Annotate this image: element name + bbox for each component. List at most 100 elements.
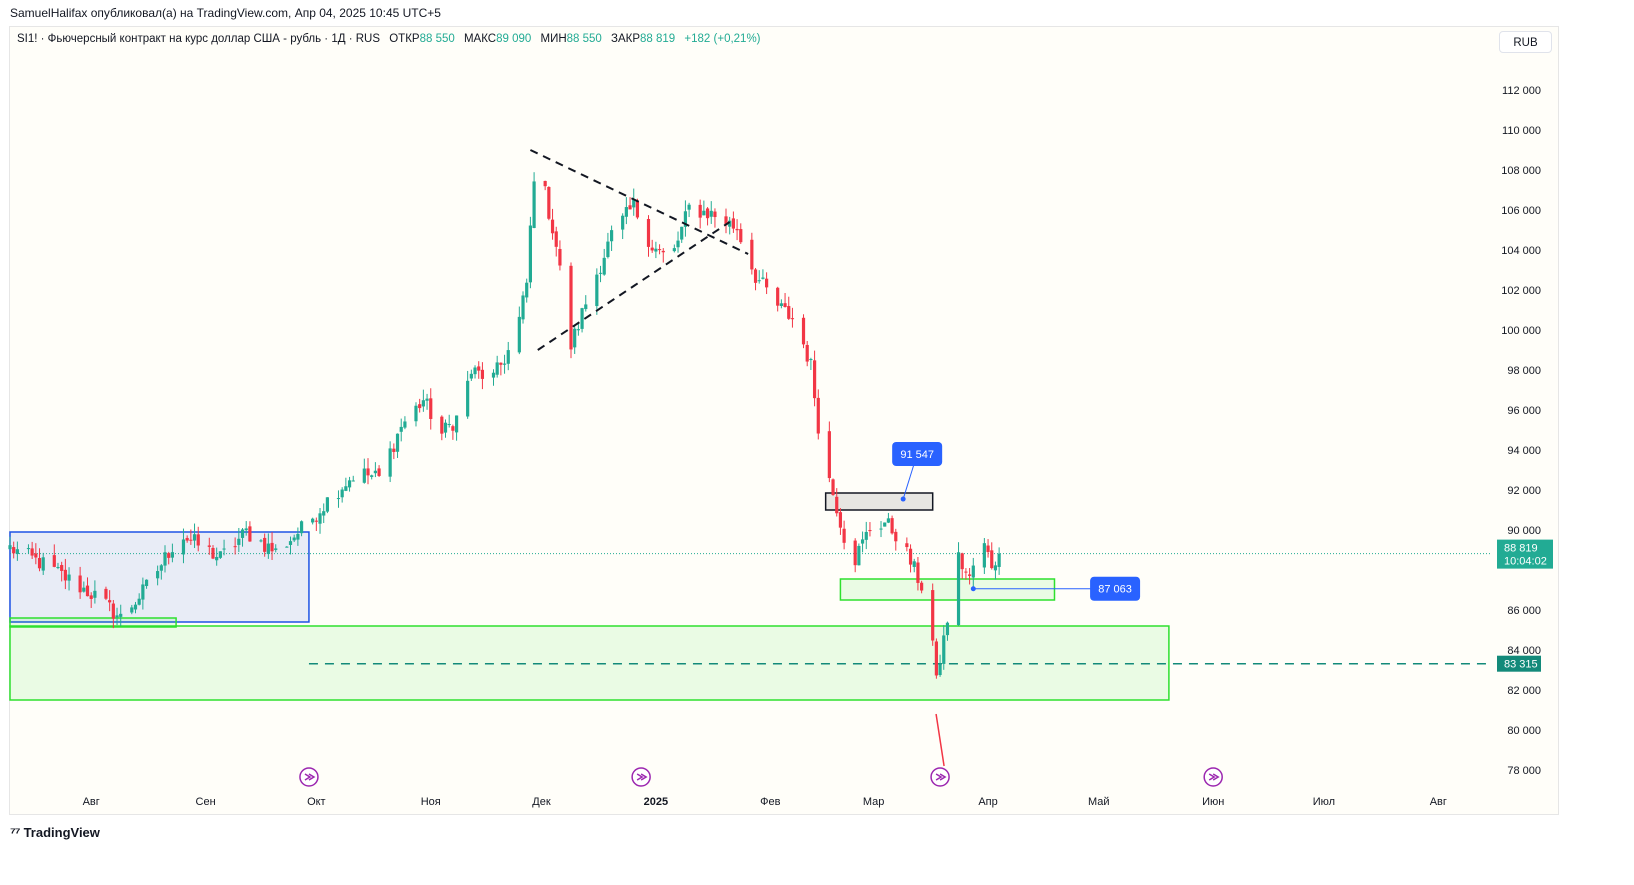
candle-body[interactable] — [218, 551, 222, 558]
candle-body[interactable] — [192, 534, 197, 541]
candle-body[interactable] — [473, 367, 477, 375]
candle-body[interactable] — [945, 622, 950, 636]
candle-body[interactable] — [816, 397, 820, 434]
candle-body[interactable] — [831, 479, 835, 495]
candle-body[interactable] — [395, 433, 400, 452]
candle-body[interactable] — [15, 549, 19, 554]
candle-body[interactable] — [809, 359, 813, 361]
candle-body[interactable] — [429, 398, 433, 419]
candle-body[interactable] — [170, 552, 174, 558]
candle-body[interactable] — [244, 528, 248, 531]
candle-body[interactable] — [418, 404, 422, 409]
candle-body[interactable] — [351, 480, 355, 482]
candle-body[interactable] — [628, 205, 632, 210]
candle-body[interactable] — [835, 496, 839, 514]
candle-body[interactable] — [373, 470, 377, 474]
candle-body[interactable] — [144, 579, 149, 587]
candle-body[interactable] — [443, 422, 448, 433]
candle-body[interactable] — [89, 595, 93, 599]
candle-body[interactable] — [292, 537, 296, 541]
candle-body[interactable] — [960, 553, 964, 570]
candle-body[interactable] — [466, 380, 470, 417]
candle-body[interactable] — [30, 548, 34, 556]
candle-body[interactable] — [336, 498, 341, 500]
candle-body[interactable] — [108, 600, 112, 603]
candle-body[interactable] — [207, 545, 211, 547]
candle-body[interactable] — [602, 257, 606, 275]
candle-body[interactable] — [868, 530, 872, 532]
candle-body[interactable] — [709, 210, 713, 217]
candle-body[interactable] — [750, 239, 754, 270]
candle-body[interactable] — [558, 248, 562, 266]
candle-body[interactable] — [739, 229, 743, 243]
candle-body[interactable] — [506, 350, 510, 364]
zone-box-black[interactable] — [824, 492, 934, 511]
candle-body[interactable] — [632, 199, 636, 208]
candle-body[interactable] — [85, 585, 90, 597]
candle-body[interactable] — [521, 295, 525, 320]
candle-body[interactable] — [576, 329, 580, 331]
candle-body[interactable] — [934, 641, 938, 676]
candle-body[interactable] — [731, 218, 735, 229]
candle-body[interactable] — [765, 278, 769, 288]
candle-body[interactable] — [683, 211, 688, 227]
candle-body[interactable] — [532, 181, 536, 228]
candle-body[interactable] — [920, 582, 924, 591]
candle-body[interactable] — [141, 584, 145, 600]
candle-body[interactable] — [624, 207, 628, 217]
candle-body[interactable] — [528, 225, 532, 283]
candle-body[interactable] — [912, 561, 916, 567]
candle-body[interactable] — [322, 511, 326, 516]
candle-body[interactable] — [860, 539, 865, 544]
candle-body[interactable] — [248, 526, 252, 542]
candle-body[interactable] — [982, 543, 986, 568]
candle-body[interactable] — [196, 534, 200, 546]
candle-body[interactable] — [211, 547, 215, 559]
candle-body[interactable] — [370, 475, 374, 477]
candle-body[interactable] — [93, 590, 97, 598]
candle-body[interactable] — [8, 545, 12, 550]
trend-line[interactable] — [529, 149, 749, 255]
candle-body[interactable] — [392, 448, 396, 452]
candle-body[interactable] — [757, 280, 761, 282]
candle-body[interactable] — [78, 575, 82, 593]
candle-body[interactable] — [661, 250, 665, 253]
candle-body[interactable] — [167, 553, 171, 558]
level-price-badge[interactable] — [1497, 655, 1541, 672]
candle-body[interactable] — [621, 215, 625, 230]
candle-body[interactable] — [761, 277, 765, 279]
candle-body[interactable] — [440, 416, 444, 434]
symbol-description[interactable]: SI1! · Фьючерсный контракт на курс долла… — [17, 33, 381, 45]
candle-body[interactable] — [993, 565, 998, 571]
candle-body[interactable] — [362, 468, 366, 483]
candle-body[interactable] — [680, 226, 684, 240]
candle-body[interactable] — [185, 537, 189, 541]
candle-body[interactable] — [942, 635, 946, 664]
tradingview-logo[interactable]: ⁷⁷ TradingView — [10, 824, 100, 840]
candle-body[interactable] — [753, 269, 758, 283]
candle-body[interactable] — [259, 540, 263, 542]
candle-body[interactable] — [82, 587, 86, 592]
candle-body[interactable] — [595, 274, 599, 307]
candle-body[interactable] — [240, 529, 245, 538]
candle-body[interactable] — [26, 548, 31, 550]
candle-body[interactable] — [713, 211, 717, 218]
callout-badge[interactable] — [1090, 576, 1141, 601]
candle-body[interactable] — [67, 574, 71, 581]
candle-body[interactable] — [812, 360, 817, 399]
candle-body[interactable] — [37, 557, 42, 569]
currency-button[interactable]: RUB — [1499, 31, 1552, 53]
candle-body[interactable] — [931, 590, 935, 641]
zone-box-green[interactable] — [9, 617, 177, 628]
candle-body[interactable] — [56, 567, 60, 569]
candle-body[interactable] — [916, 562, 920, 583]
candle-body[interactable] — [285, 546, 289, 548]
candle-body[interactable] — [584, 304, 588, 310]
candle-body[interactable] — [864, 531, 868, 540]
candle-body[interactable] — [735, 228, 739, 231]
candle-body[interactable] — [480, 369, 485, 379]
candle-body[interactable] — [299, 521, 304, 534]
candle-body[interactable] — [237, 538, 241, 545]
callout-badge[interactable] — [892, 442, 943, 466]
candle-body[interactable] — [502, 363, 507, 365]
